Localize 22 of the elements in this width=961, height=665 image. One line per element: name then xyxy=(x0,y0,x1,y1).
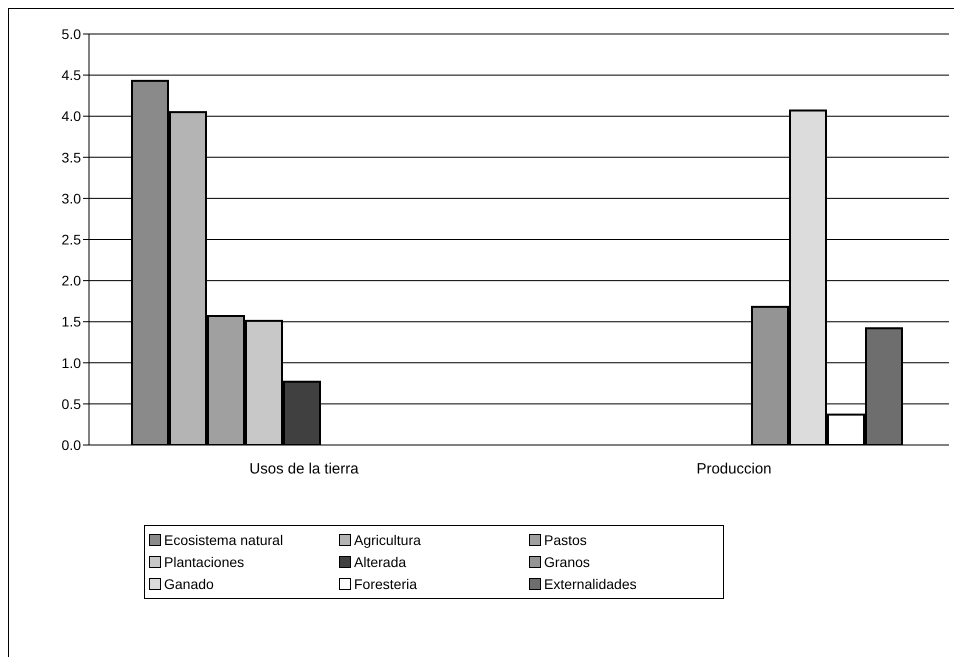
legend-label: Ganado xyxy=(164,576,214,592)
x-tick-label: Usos de la tierra xyxy=(249,460,360,478)
legend-label: Granos xyxy=(544,554,590,570)
y-tick-label: 2.5 xyxy=(62,231,82,248)
y-tick-label: 0.5 xyxy=(62,396,82,412)
x-tick-label: Produccion xyxy=(696,460,772,478)
legend-label: Plantaciones xyxy=(164,554,244,570)
y-tick-label: 1.5 xyxy=(62,314,82,330)
legend-label: Agricultura xyxy=(354,532,421,548)
y-tick-label: 5.0 xyxy=(62,26,82,42)
legend-label: Externalidades xyxy=(544,576,637,592)
legend-label: Ecosistema natural xyxy=(164,532,284,548)
legend-label: Foresteria xyxy=(354,576,418,592)
y-tick-label: 1.0 xyxy=(62,354,82,371)
y-tick-label: 4.5 xyxy=(62,67,82,84)
y-tick-label: 4.0 xyxy=(62,108,82,124)
legend-label: Pastos xyxy=(544,532,587,548)
y-tick-label: 0.0 xyxy=(62,436,82,453)
y-tick-label: 2.0 xyxy=(62,272,82,289)
y-tick-label: 3.0 xyxy=(62,190,82,206)
legend-label: Alterada xyxy=(354,554,406,570)
y-tick-label: 3.5 xyxy=(62,149,82,166)
